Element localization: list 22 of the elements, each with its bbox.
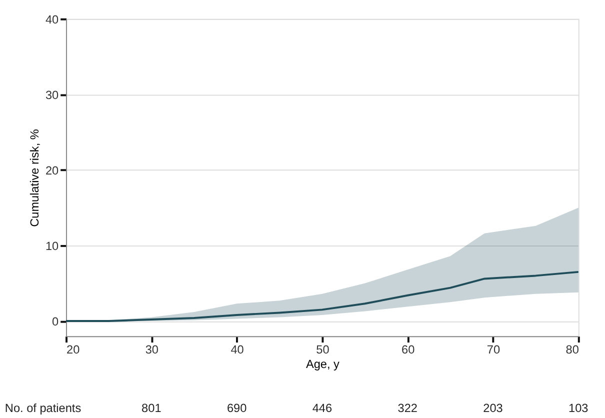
x-axis-title: Age, y: [306, 357, 340, 372]
y-tick-label: 0: [52, 314, 60, 328]
text: 690: [226, 401, 248, 416]
y-tick-label: 10: [45, 238, 60, 253]
y-axis-title: Cumulative risk, %: [28, 128, 42, 227]
y-tick-label: 40: [45, 12, 60, 26]
x-tick-label: 50: [316, 342, 330, 356]
text: 203: [483, 401, 504, 416]
x-tick-label: 40: [230, 342, 244, 356]
y-tick-label: 30: [45, 88, 60, 102]
x-tick-label: 60: [402, 342, 416, 356]
x-tick-label: 80: [566, 342, 580, 356]
text: 103: [568, 401, 589, 416]
text: 322: [398, 401, 418, 416]
text: 801: [142, 401, 162, 416]
y-tick-label: 20: [45, 163, 60, 178]
x-tick-label: 20: [66, 342, 80, 356]
text: No. of patients: [4, 401, 82, 416]
text: 446: [312, 401, 332, 416]
line-series: [65, 270, 580, 322]
x-tick-label: 30: [145, 342, 159, 356]
x-tick-label: 70: [486, 342, 500, 356]
